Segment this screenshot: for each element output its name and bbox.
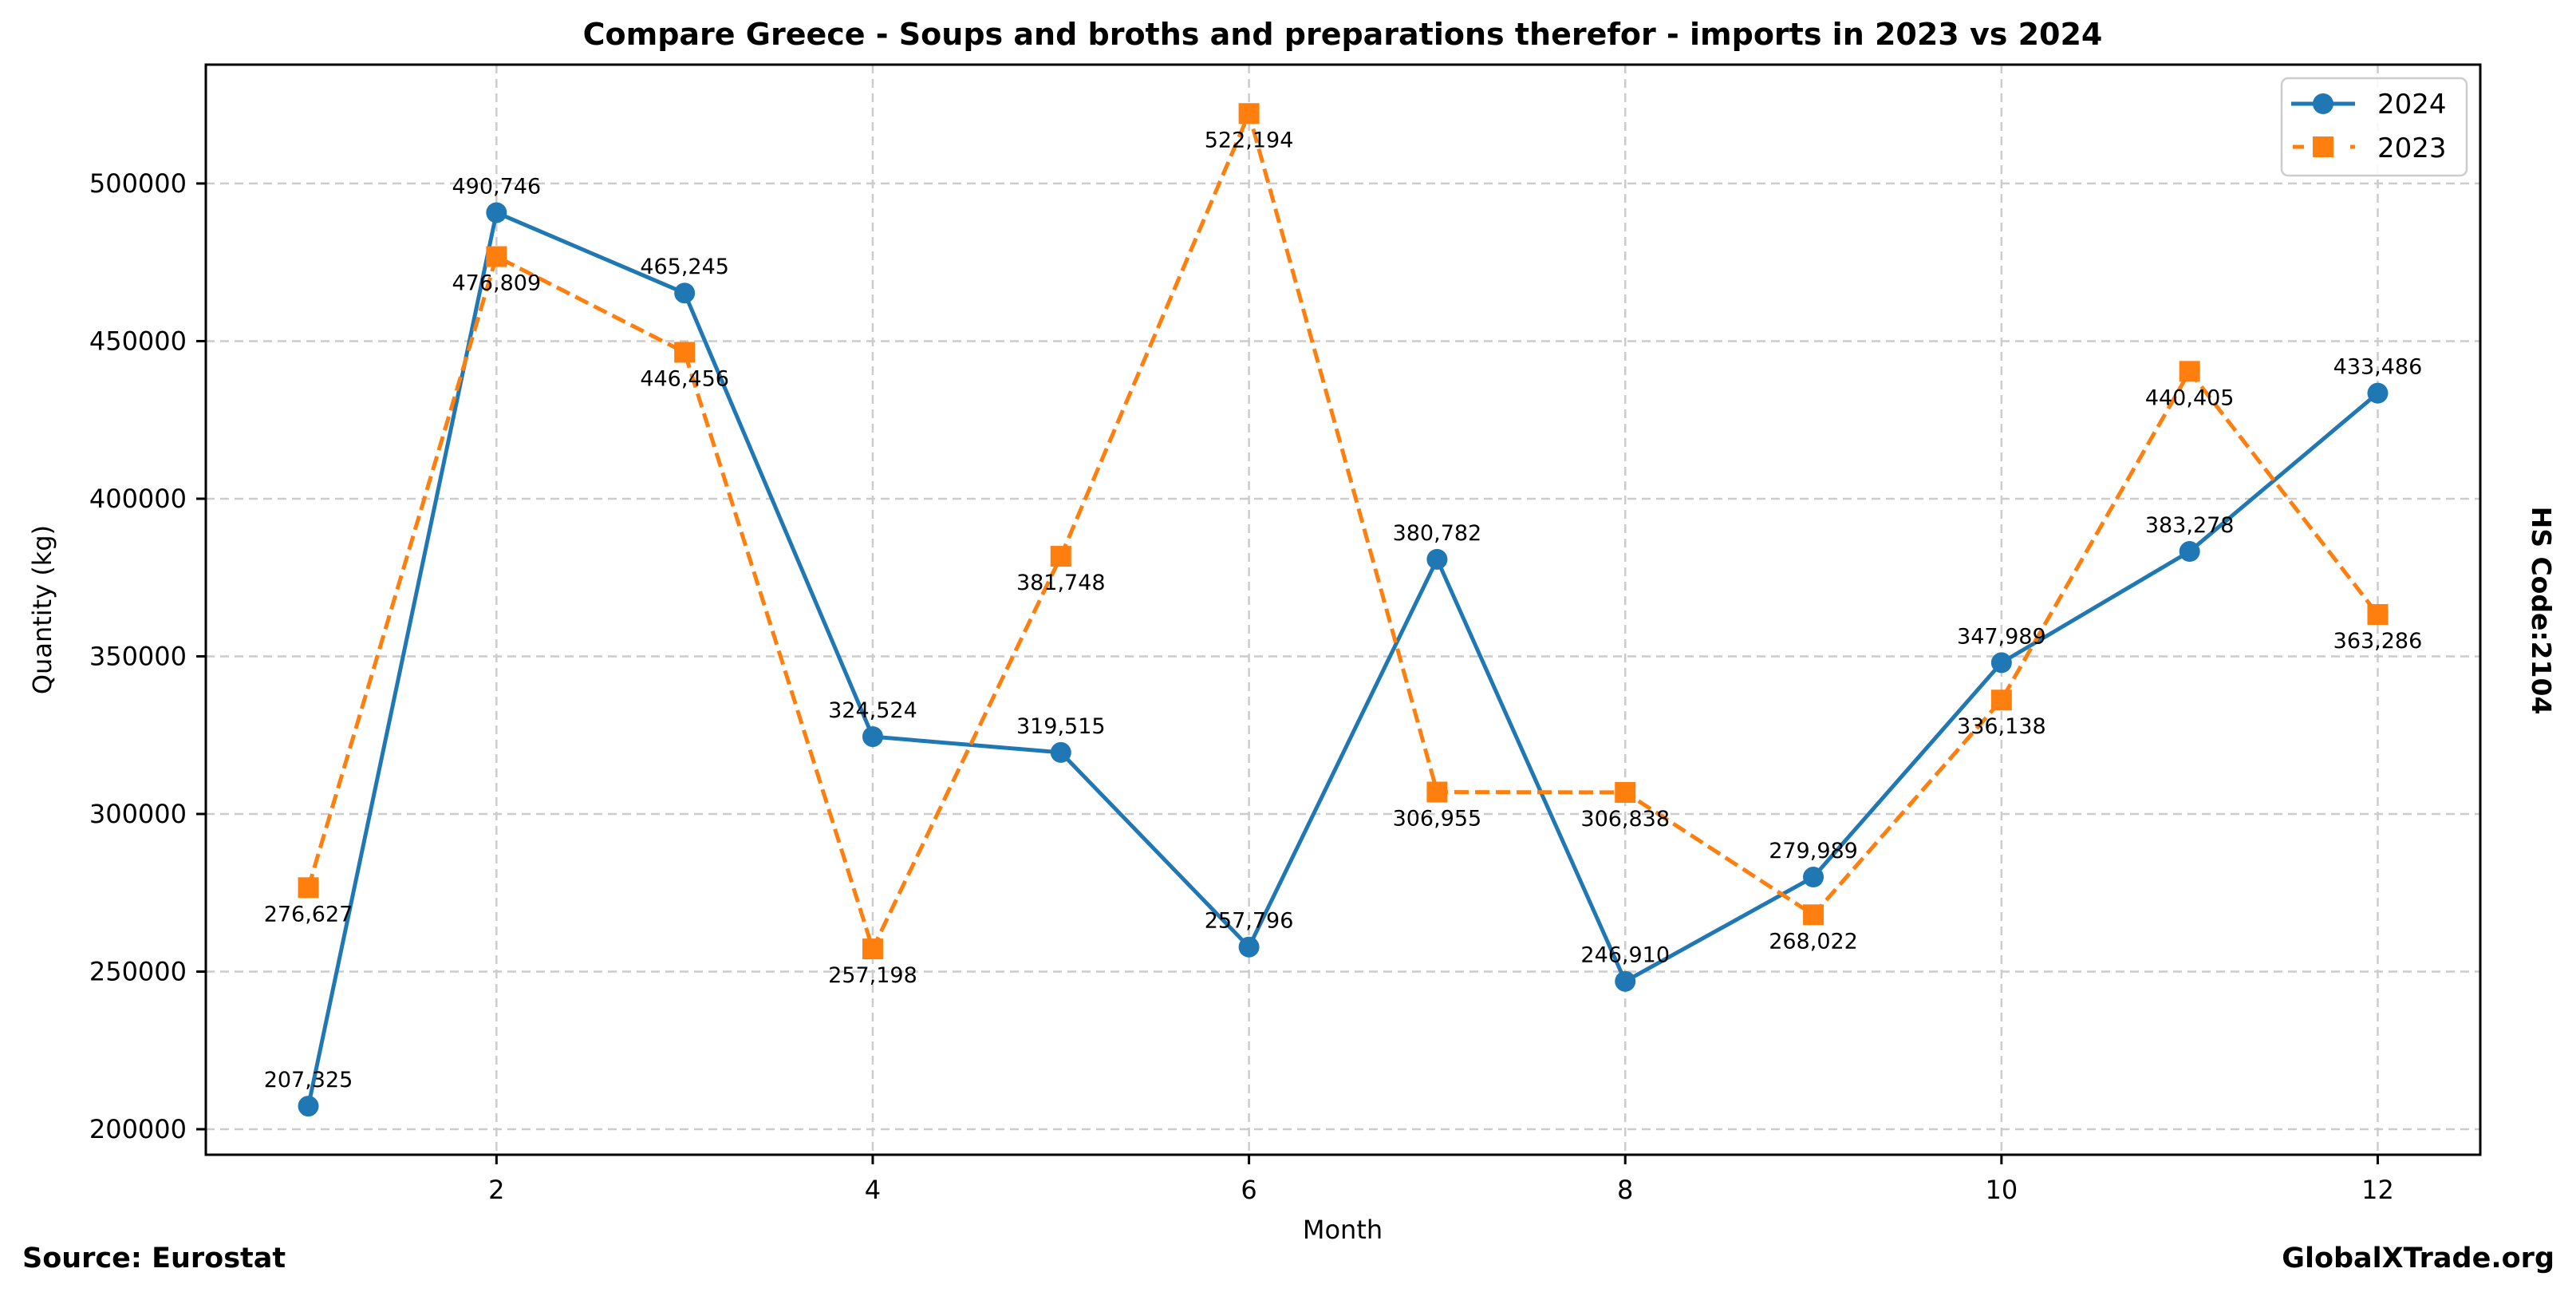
series-2023-marker <box>674 342 696 363</box>
series-2023-data-label: 522,194 <box>1205 128 1294 152</box>
y-tick-label: 450000 <box>89 326 187 356</box>
series-2024-data-label: 324,524 <box>828 698 917 723</box>
series-2023-marker <box>862 938 883 960</box>
series-2023-data-label: 446,456 <box>640 366 729 391</box>
series-2023-marker <box>1050 546 1071 567</box>
series-2024 <box>298 202 2389 1117</box>
series-2024-data-label: 319,515 <box>1016 714 1106 739</box>
series-2024-marker <box>1803 867 1825 888</box>
series-2024-data-label: 380,782 <box>1393 521 1482 546</box>
series-2024-marker <box>486 202 507 223</box>
series-2024-marker <box>674 283 696 304</box>
x-tick-label: 6 <box>1241 1175 1256 1205</box>
x-tick-label: 4 <box>865 1175 881 1205</box>
series-2023-marker <box>486 246 507 267</box>
series-2024-data-label: 207,325 <box>264 1068 353 1093</box>
series-2023-marker <box>1238 103 1260 124</box>
series-2023-marker <box>1426 781 1448 803</box>
series-2024-data-label: 347,989 <box>1957 624 2046 649</box>
series-2023-marker <box>298 877 319 899</box>
y-tick-label: 350000 <box>89 641 187 671</box>
x-tick-label: 2 <box>488 1175 504 1205</box>
y-tick-label: 500000 <box>89 168 187 199</box>
series-2023-data-label: 476,809 <box>452 271 542 296</box>
x-tick-label: 12 <box>2361 1175 2394 1205</box>
series-2023-data-label: 381,748 <box>1016 571 1106 595</box>
legend-entry-2024: 2024 <box>2291 89 2447 121</box>
legend-marker-2024 <box>2313 93 2333 114</box>
series-2023-data-label: 306,955 <box>1393 807 1482 832</box>
series-2023-marker <box>1990 689 2012 711</box>
series-2023-data-label: 306,838 <box>1580 807 1670 832</box>
y-tick-label: 250000 <box>89 956 187 986</box>
series-2024-marker <box>1426 548 1448 570</box>
legend-label-2023: 2023 <box>2377 132 2447 164</box>
y-tick-label: 300000 <box>89 799 187 829</box>
x-tick-label: 8 <box>1617 1175 1633 1205</box>
hs-code-label: HS Code:2104 <box>2526 507 2557 715</box>
series-2024-marker <box>2367 382 2389 404</box>
series-2024-data-label: 246,910 <box>1580 943 1670 968</box>
series-2023-marker <box>2367 603 2389 625</box>
series-2024-data-label: 257,796 <box>1205 909 1294 934</box>
series-2024-data-label: 433,486 <box>2333 355 2423 380</box>
series-2023-marker <box>2179 361 2200 382</box>
legend: 2024 2023 <box>2280 77 2468 177</box>
x-axis-label: Month <box>1303 1215 1383 1245</box>
series-2024-marker <box>2179 541 2200 563</box>
series-2023-data-label: 268,022 <box>1769 929 1858 954</box>
series-2024-marker <box>1238 936 1260 958</box>
series-2024-marker <box>1615 970 1636 992</box>
legend-label-2024: 2024 <box>2377 89 2447 121</box>
brand-label: GlobalXTrade.org <box>2282 1243 2554 1274</box>
series-2023-data-label: 363,286 <box>2333 629 2423 654</box>
series-2024-marker <box>862 726 883 748</box>
x-tick-label: 10 <box>1985 1175 2018 1205</box>
series-2024-data-label: 383,278 <box>2145 513 2235 538</box>
series-2023-marker <box>1803 904 1825 926</box>
series-2023 <box>298 103 2389 960</box>
y-axis-label: Quantity (kg) <box>27 525 57 694</box>
plot-frame <box>204 63 2482 1156</box>
series-2023-data-label: 276,627 <box>264 902 353 927</box>
series-2024-marker <box>298 1096 319 1117</box>
series-2024-marker <box>1990 652 2012 674</box>
series-2024-line <box>306 210 2380 1107</box>
source-label: Source: Eurostat <box>22 1243 286 1274</box>
series-2024-data-label: 279,989 <box>1769 839 1858 863</box>
legend-marker-2023 <box>2313 136 2333 157</box>
data-labels: 207,325 490,746 465,245 324,524 319,515 257,7… <box>264 128 2423 1093</box>
chart-title: Compare Greece - Soups and broths and pr… <box>583 17 2103 52</box>
y-tick-label: 400000 <box>89 484 187 514</box>
series-2024-marker <box>1050 741 1071 763</box>
y-tick-label: 200000 <box>89 1114 187 1144</box>
legend-entry-2023: 2023 <box>2293 132 2447 164</box>
axis-ticks: 2 4 6 8 10 12 200000 250000 300000 350000 400000 45… <box>89 168 2394 1205</box>
series-2024-data-label: 490,746 <box>452 174 542 199</box>
series-2023-line <box>306 111 2380 951</box>
series-2023-data-label: 336,138 <box>1957 714 2046 739</box>
series-layer <box>298 103 2389 1117</box>
series-2023-marker <box>1615 781 1636 803</box>
series-2023-data-label: 257,198 <box>828 963 917 988</box>
series-2024-data-label: 465,245 <box>640 255 729 279</box>
series-2023-data-label: 440,405 <box>2145 385 2235 410</box>
